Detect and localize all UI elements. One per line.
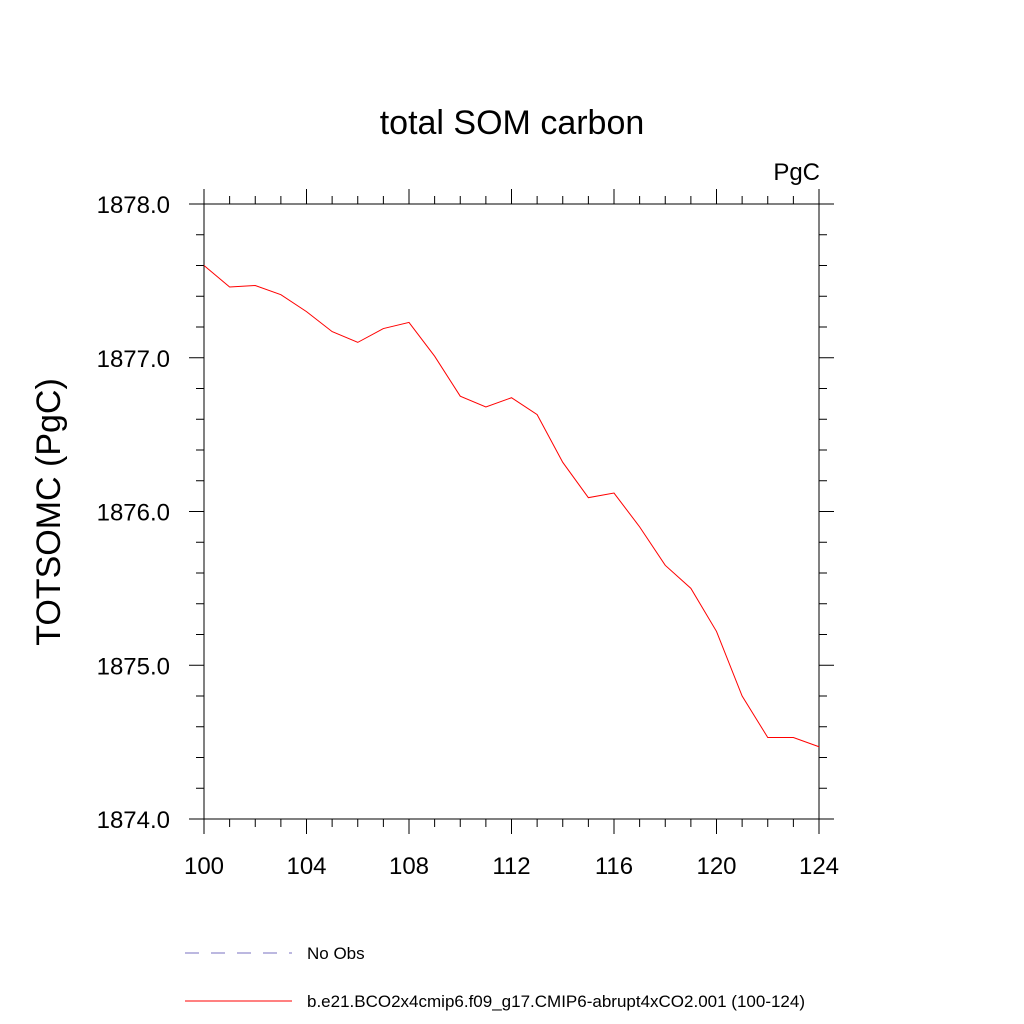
y-tick-label: 1874.0 <box>97 807 170 834</box>
x-tick-label: 124 <box>799 853 839 880</box>
tick-group <box>189 189 834 834</box>
series-group <box>203 265 820 748</box>
y-tick-label: 1875.0 <box>97 653 170 680</box>
legend-label-no-obs: No Obs <box>307 944 365 963</box>
y-tick-label: 1878.0 <box>97 192 170 219</box>
y-tick-label: 1876.0 <box>97 500 170 527</box>
series-line-0 <box>203 265 820 748</box>
units-label: PgC <box>773 159 820 186</box>
chart-title: total SOM carbon <box>380 104 645 142</box>
y-tick-label: 1877.0 <box>97 346 170 373</box>
x-tick-label: 120 <box>696 853 736 880</box>
y-axis-label: TOTSOMC (PgC) <box>30 378 68 646</box>
x-tick-label: 108 <box>389 853 429 880</box>
legend-label-model-run: b.e21.BCO2x4cmip6.f09_g17.CMIP6-abrupt4x… <box>307 992 805 1011</box>
plot-frame <box>203 203 820 820</box>
tick-label-group: 100 104 108 112 116 120 124 1874.0 1875.0 1876.0 1… <box>97 192 839 880</box>
x-tick-label: 112 <box>492 853 530 880</box>
x-tick-label: 100 <box>184 853 224 880</box>
legend: No Obs b.e21.BCO2x4cmip6.f09_g17.CMIP6-a… <box>185 944 805 1011</box>
x-tick-label: 104 <box>286 853 326 880</box>
x-tick-label: 116 <box>595 853 633 880</box>
